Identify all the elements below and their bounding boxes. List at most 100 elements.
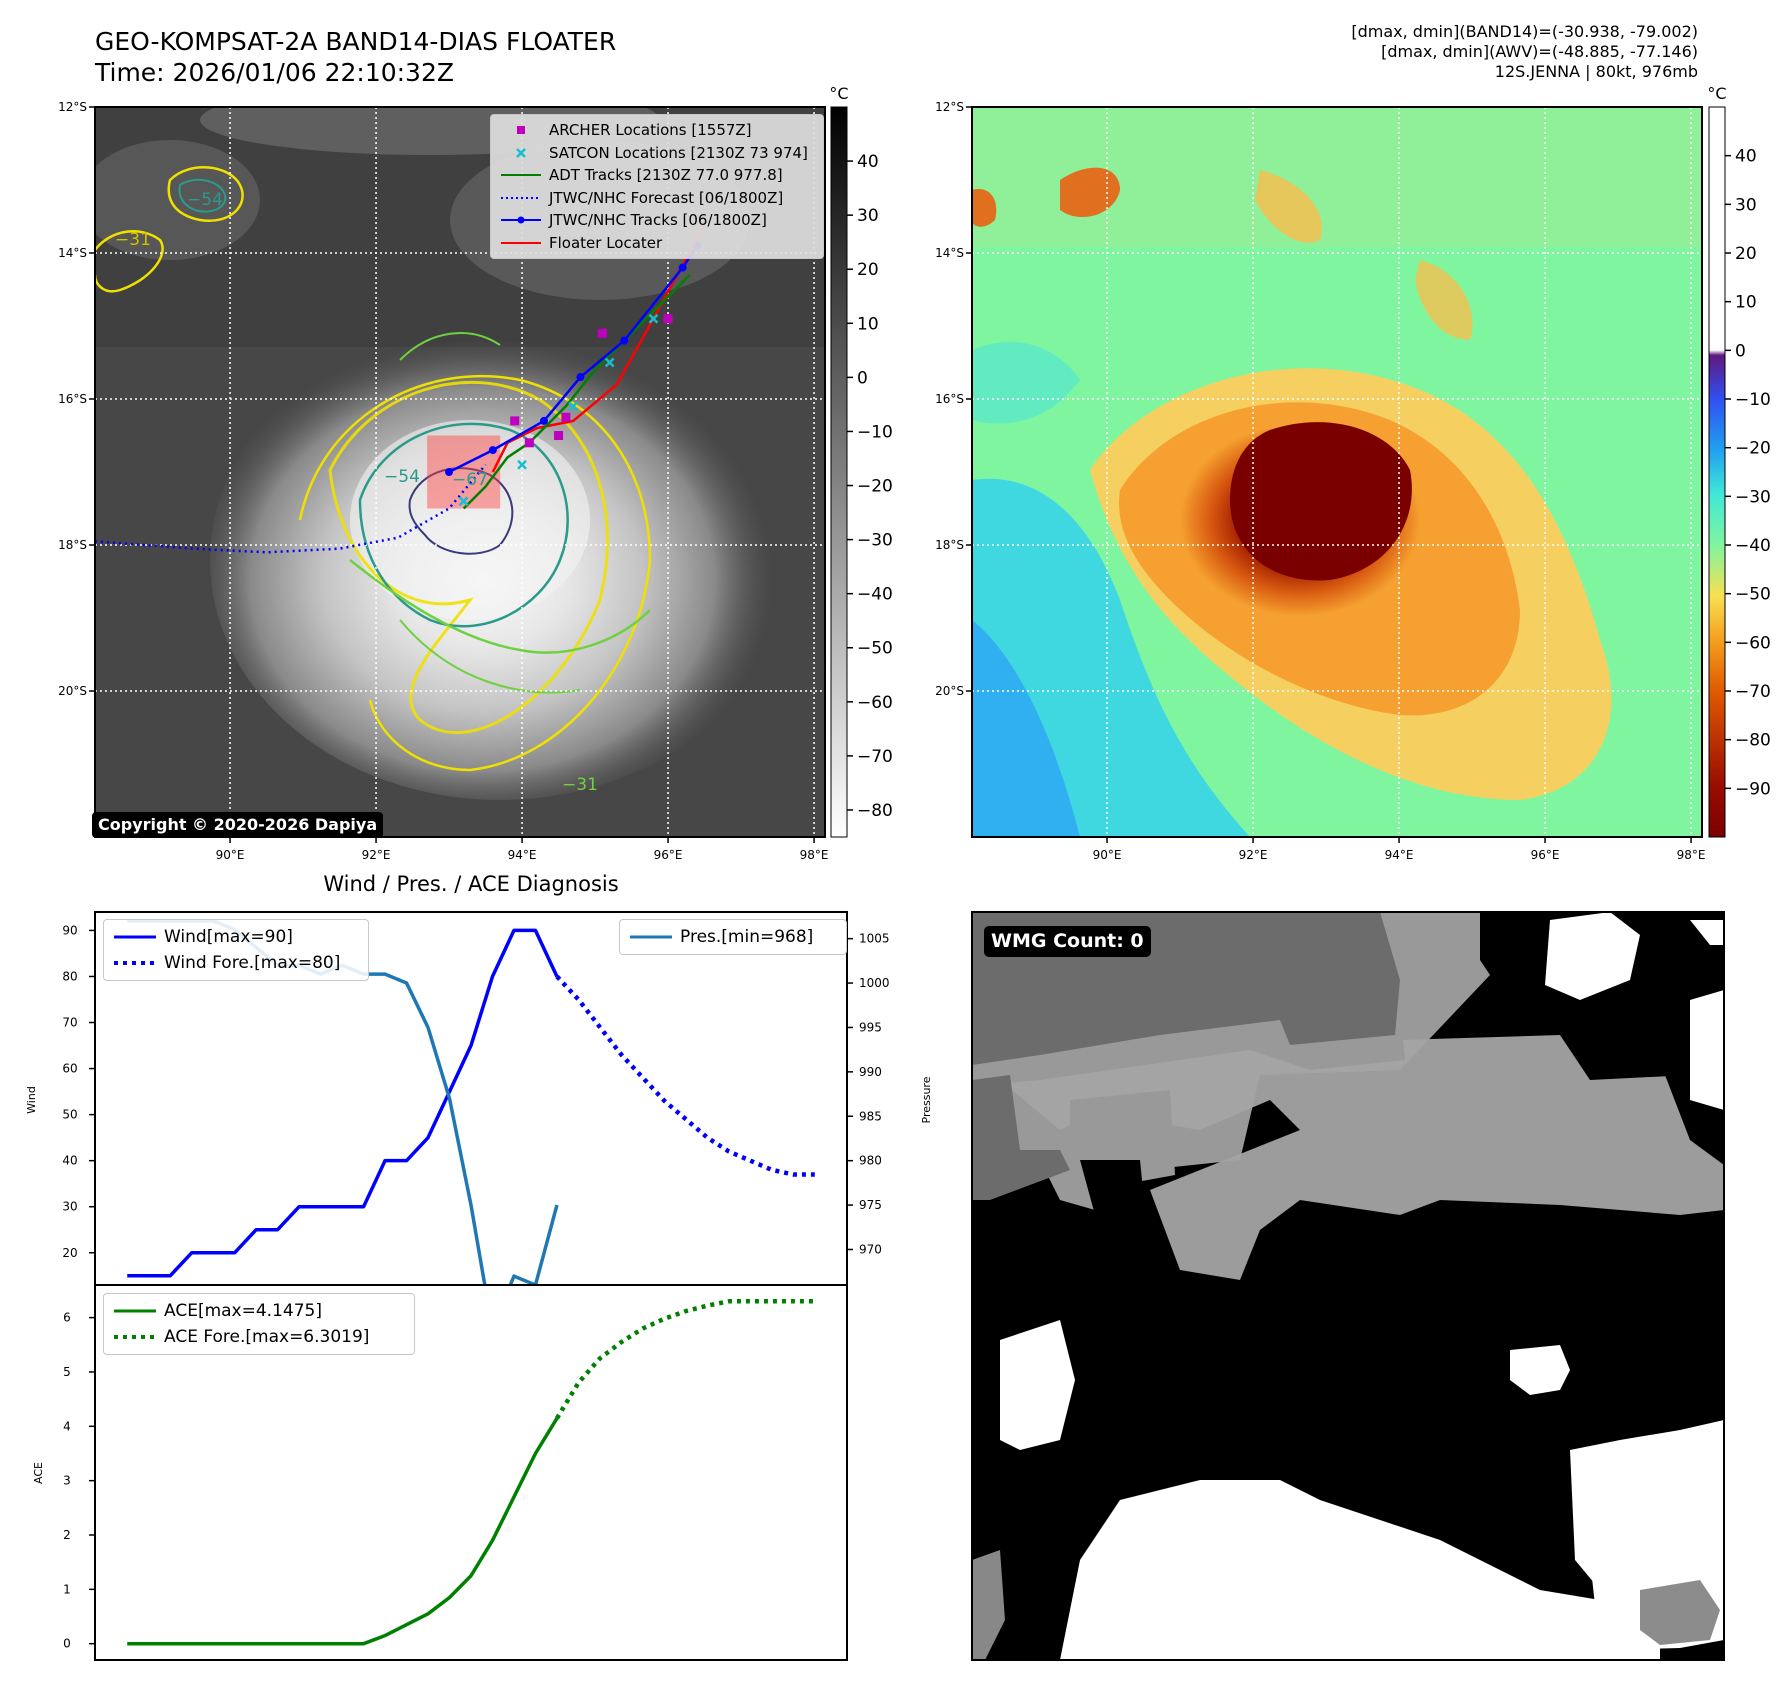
lon-tick-label: 94°E — [508, 848, 537, 862]
legend-marker — [499, 169, 543, 181]
ace-forecast-key — [112, 1332, 158, 1342]
wind-line — [127, 928, 559, 1278]
colorbar-tick-label: −80 — [1735, 731, 1771, 751]
lat-tick-label: 20°S — [935, 684, 964, 698]
wmg-count-badge: WMG Count: 0 — [984, 926, 1151, 957]
awv-range: [dmax, dmin](AWV)=(-48.885, -77.146) — [1381, 42, 1698, 61]
colorbar-tick-label: 10 — [857, 314, 879, 334]
wind-legend: Wind[max=90] Wind Fore.[max=80] — [103, 919, 369, 981]
wind-tick-label: 90 — [62, 923, 77, 937]
pressure-tick-label: 1005 — [859, 932, 890, 946]
jtwc-track-point — [620, 336, 629, 345]
wmg-panel — [971, 911, 1725, 1661]
colorbar-unit: °C — [829, 84, 848, 103]
pressure-tick-label: 990 — [859, 1065, 882, 1079]
lat-tick-label: 16°S — [58, 392, 87, 406]
colorbar-tick-label: −70 — [1735, 682, 1771, 702]
jtwc-track-point — [576, 373, 585, 382]
band14-range: [dmax, dmin](BAND14)=(-30.938, -79.002) — [1351, 22, 1698, 41]
colorbar-tick-label: −40 — [857, 585, 893, 605]
wind-tick-label: 50 — [62, 1108, 77, 1122]
colorbar-tick-label: −20 — [857, 477, 893, 497]
ace-forecast-line — [555, 1299, 815, 1420]
lat-tick-label: 18°S — [58, 538, 87, 552]
archer-location — [561, 412, 571, 422]
legend-label: ADT Tracks [2130Z 77.0 977.8] — [549, 166, 783, 185]
colorbar-tick-label: 40 — [857, 152, 879, 172]
track-legend: ARCHER Locations [1557Z] SATCON Locations… — [490, 114, 824, 259]
diagnosis-title: Wind / Pres. / ACE Diagnosis — [323, 872, 618, 896]
colorbar-tick-label: −90 — [1735, 779, 1771, 799]
colorbar-tick-label: −60 — [857, 693, 893, 713]
satcon-location — [458, 496, 469, 507]
contour-label: −54 — [187, 190, 223, 210]
colorbar-unit: °C — [1707, 84, 1726, 103]
ace-frame — [94, 1284, 848, 1661]
ace-tick-label: 1 — [63, 1582, 71, 1596]
lon-tick-label: 90°E — [1093, 848, 1122, 862]
colorbar-tick-label: −10 — [857, 422, 893, 442]
satellite-title: GEO-KOMPSAT-2A BAND14-DIAS FLOATER — [95, 27, 617, 56]
lat-tick-label: 20°S — [58, 684, 87, 698]
pressure-tick-label: 980 — [859, 1154, 882, 1168]
colorbar-tick-label: 0 — [1735, 341, 1746, 361]
colorbar-tick-label: −40 — [1735, 536, 1771, 556]
satcon-location — [604, 357, 615, 368]
ace-tick-label: 2 — [63, 1528, 71, 1542]
lat-tick-label: 12°S — [935, 100, 964, 114]
legend-label: Floater Locater — [549, 233, 663, 252]
ace-axes: 0 1 2 3 4 5 6 — [63, 1311, 95, 1651]
legend-item: SATCON Locations [2130Z 73 974] — [499, 142, 815, 165]
ir-panel: −54 −31 −54 −67 −31 90°E 92°E 94°E 96°E 98°E 12°S… — [58, 84, 893, 862]
ace-tick-label: 5 — [63, 1365, 71, 1379]
colorbar-tick-label: −30 — [857, 531, 893, 551]
colorbar-tick-label: −10 — [1735, 390, 1771, 410]
lon-tick-label: 92°E — [362, 848, 391, 862]
legend-pressure: Pres.[min=968] — [628, 924, 838, 950]
lon-tick-label: 98°E — [800, 848, 829, 862]
storm-info: [dmax, dmin](BAND14)=(-30.938, -79.002) … — [1351, 22, 1698, 82]
colorbar-tick-label: −80 — [857, 801, 893, 821]
wind-tick-label: 60 — [62, 1062, 77, 1076]
colorbar-tick-label: 0 — [857, 368, 868, 388]
legend-pressure-label: Pres.[min=968] — [680, 927, 814, 947]
ace-line-key — [112, 1306, 158, 1316]
color-ir-frame — [971, 106, 1703, 838]
jtwc-track-point — [678, 263, 687, 272]
colorbar-tick-label: 30 — [857, 206, 879, 226]
lon-tick-label: 90°E — [216, 848, 245, 862]
colorbar-tick-label: 10 — [1735, 293, 1757, 313]
legend-item: ARCHER Locations [1557Z] — [499, 119, 815, 142]
pressure-line-key — [628, 932, 674, 942]
ace-tick-label: 4 — [63, 1419, 71, 1433]
legend-wind: Wind[max=90] — [112, 924, 360, 950]
wind-tick-label: 40 — [62, 1154, 77, 1168]
legend-label: SATCON Locations [2130Z 73 974] — [549, 143, 808, 162]
legend-ace-forecast-label: ACE Fore.[max=6.3019] — [164, 1327, 370, 1347]
legend-marker — [499, 147, 543, 159]
colorbar-tick-label: −60 — [1735, 633, 1771, 653]
legend-item: ADT Tracks [2130Z 77.0 977.8] — [499, 164, 815, 187]
archer-location — [510, 416, 520, 426]
pressure-tick-label: 970 — [859, 1242, 882, 1256]
lat-tick-label: 18°S — [935, 538, 964, 552]
legend-wind-label: Wind[max=90] — [164, 927, 293, 947]
wind-tick-label: 20 — [62, 1246, 77, 1260]
legend-wind-forecast-label: Wind Fore.[max=80] — [164, 953, 341, 973]
legend-label: JTWC/NHC Tracks [06/1800Z] — [549, 211, 767, 230]
color-ir-image — [972, 107, 1702, 837]
ace-legend: ACE[max=4.1475] ACE Fore.[max=6.3019] — [103, 1293, 415, 1355]
lon-tick-label: 96°E — [654, 848, 683, 862]
ace-tick-label: 6 — [63, 1311, 71, 1325]
satcon-location — [517, 459, 527, 470]
colorbar-tick-label: 30 — [1735, 195, 1757, 215]
archer-location — [597, 328, 607, 338]
colorbar-tick-label: −70 — [857, 747, 893, 767]
wind-tick-label: 70 — [62, 1016, 77, 1030]
ir-axes: 90°E 92°E 94°E 96°E 98°E 12°S 14°S 16°S 18°S 20°S — [58, 100, 828, 862]
contour-label: −54 — [384, 467, 420, 487]
wind-axis-label: Wind — [25, 1086, 38, 1114]
lon-tick-label: 94°E — [1385, 848, 1414, 862]
ace-series — [127, 1299, 815, 1646]
